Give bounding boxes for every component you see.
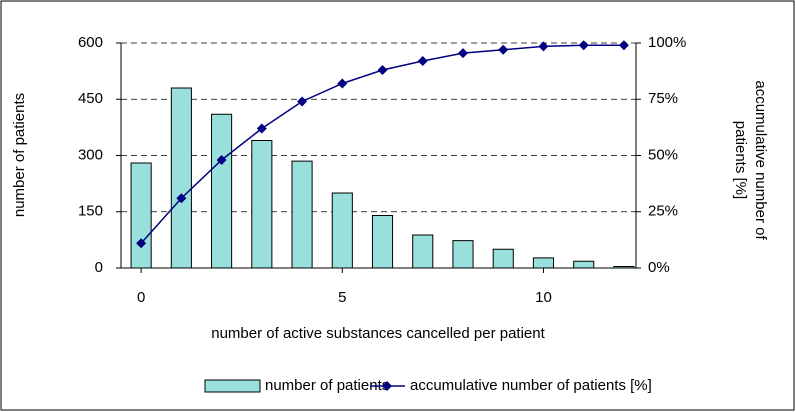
bar: [452, 240, 474, 269]
bar: [251, 140, 273, 269]
x-tick-label: 10: [535, 289, 552, 306]
marker: [176, 193, 187, 204]
marker: [618, 40, 629, 51]
marker: [216, 155, 227, 165]
x-axis-label: number of active substances cancelled pe…: [211, 325, 545, 342]
y-tick-label: 300: [78, 146, 103, 163]
bar: [170, 87, 192, 269]
y-tick-label: 600: [78, 34, 103, 51]
marker: [256, 123, 267, 134]
bar: [291, 160, 313, 269]
marker: [538, 41, 549, 52]
bar: [211, 113, 233, 269]
bar: [532, 257, 555, 269]
legend-label: number of patients: [265, 377, 389, 394]
marker: [578, 40, 589, 51]
x-tick-label: 5: [338, 289, 346, 306]
y2-tick-label: 25%: [648, 203, 678, 220]
marker: [457, 48, 468, 59]
y2-axis-label: accumulative number of patients [%]: [732, 80, 769, 240]
marker: [297, 96, 308, 107]
legend-swatch: [382, 381, 392, 391]
bar: [130, 162, 152, 269]
y-tick-label: 0: [95, 259, 103, 276]
marker: [377, 65, 388, 75]
y2-tick-label: 50%: [648, 146, 678, 163]
x-tick-label: 0: [137, 289, 145, 306]
marker: [498, 44, 509, 55]
marker: [337, 78, 348, 89]
y2-tick-label: 100%: [648, 34, 686, 51]
legend-label: accumulative number of patients [%]: [410, 377, 652, 394]
bar: [492, 248, 514, 269]
y-tick-label: 150: [78, 203, 103, 220]
y2-tick-label: 75%: [648, 90, 678, 107]
y-axis-label: number of patients: [11, 93, 28, 217]
marker: [417, 56, 428, 66]
legend-swatch: [204, 379, 261, 393]
bar: [573, 260, 595, 269]
bar: [371, 215, 394, 269]
y2-tick-label: 0%: [648, 259, 670, 276]
bar: [412, 234, 434, 269]
y-tick-label: 450: [78, 90, 103, 107]
bar: [331, 192, 353, 269]
marker: [136, 238, 147, 249]
